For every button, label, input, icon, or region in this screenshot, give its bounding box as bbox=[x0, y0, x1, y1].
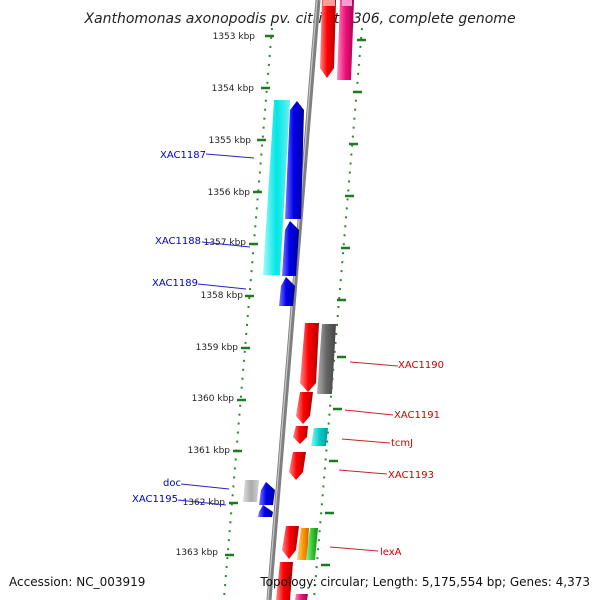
leader-xac1193 bbox=[338, 469, 388, 475]
leader-doc bbox=[180, 483, 230, 490]
feature-blue-5[interactable] bbox=[258, 505, 273, 517]
feature-orange-1[interactable] bbox=[297, 528, 309, 560]
gene-label-xac1190[interactable]: XAC1190 bbox=[398, 360, 444, 371]
gene-label-xac1189[interactable]: XAC1189 bbox=[152, 278, 198, 289]
right-gene-labels: XAC1190 XAC1191 tcmJ XAC1193 lexA bbox=[329, 360, 444, 558]
inner-dotted-guide bbox=[313, 27, 363, 599]
tick-label-1356: 1356 kbp bbox=[208, 188, 251, 198]
feature-red-6[interactable] bbox=[276, 562, 293, 600]
gene-label-xac1193[interactable]: XAC1193 bbox=[388, 470, 434, 481]
gene-label-lexa[interactable]: lexA bbox=[380, 547, 402, 558]
leader-xac1189 bbox=[197, 283, 247, 290]
feature-top-magenta[interactable] bbox=[337, 0, 354, 80]
feature-magenta-2[interactable] bbox=[295, 594, 308, 600]
gene-label-tcmj[interactable]: tcmJ bbox=[391, 438, 413, 449]
gene-label-xac1191[interactable]: XAC1191 bbox=[394, 410, 440, 421]
gene-label-xac1188[interactable]: XAC1188 bbox=[155, 236, 201, 247]
scale-ticks: 1353 kbp 1354 kbp 1355 kbp 1356 kbp 1357… bbox=[176, 32, 366, 567]
leader-tcmj bbox=[341, 438, 391, 444]
feature-top-magenta-stripe bbox=[342, 0, 352, 6]
feature-top-red[interactable] bbox=[320, 0, 336, 78]
feature-blue-3[interactable] bbox=[279, 277, 295, 306]
gene-label-doc[interactable]: doc bbox=[163, 478, 181, 489]
gene-features bbox=[243, 0, 354, 600]
leader-xac1187 bbox=[205, 153, 255, 159]
feature-cyan-long[interactable] bbox=[263, 100, 290, 275]
tick-label-1354: 1354 kbp bbox=[212, 84, 255, 94]
tick-label-1360: 1360 kbp bbox=[192, 394, 235, 404]
leader-xac1195 bbox=[177, 499, 227, 506]
leader-xac1188 bbox=[201, 241, 251, 248]
tick-label-1357: 1357 kbp bbox=[204, 238, 247, 248]
tick-label-1358: 1358 kbp bbox=[201, 291, 244, 301]
feature-gray-1[interactable] bbox=[317, 324, 336, 394]
feature-green-1[interactable] bbox=[306, 528, 318, 560]
gene-label-xac1195[interactable]: XAC1195 bbox=[132, 494, 178, 505]
feature-top-red-stripe bbox=[323, 0, 335, 6]
tick-label-1361: 1361 kbp bbox=[188, 446, 231, 456]
tick-label-1363: 1363 kbp bbox=[176, 548, 219, 558]
feature-blue-1[interactable] bbox=[285, 101, 304, 219]
genome-summary-text: Topology: circular; Length: 5,175,554 bp… bbox=[259, 575, 590, 589]
leader-lexa bbox=[329, 546, 379, 552]
gene-label-xac1187[interactable]: XAC1187 bbox=[160, 150, 206, 161]
map-title: Xanthomonas axonopodis pv. citri str. 30… bbox=[83, 11, 515, 27]
tick-label-1353: 1353 kbp bbox=[213, 32, 256, 42]
feature-red-2[interactable] bbox=[296, 392, 313, 424]
feature-red-3[interactable] bbox=[293, 426, 308, 444]
leader-xac1190 bbox=[349, 361, 399, 367]
feature-teal-1[interactable] bbox=[311, 428, 328, 446]
leader-xac1191 bbox=[344, 409, 394, 416]
feature-gray-2[interactable] bbox=[243, 480, 259, 502]
feature-red-5[interactable] bbox=[282, 526, 299, 559]
left-gene-labels: XAC1187 XAC1188 XAC1189 doc XAC1195 bbox=[132, 150, 255, 506]
tick-label-1359: 1359 kbp bbox=[196, 343, 239, 353]
tick-label-1355: 1355 kbp bbox=[209, 136, 252, 146]
feature-blue-2[interactable] bbox=[282, 221, 299, 276]
feature-blue-4[interactable] bbox=[259, 482, 275, 505]
feature-red-4[interactable] bbox=[289, 452, 306, 480]
feature-red-1[interactable] bbox=[300, 323, 319, 392]
accession-text: Accession: NC_003919 bbox=[9, 575, 145, 589]
